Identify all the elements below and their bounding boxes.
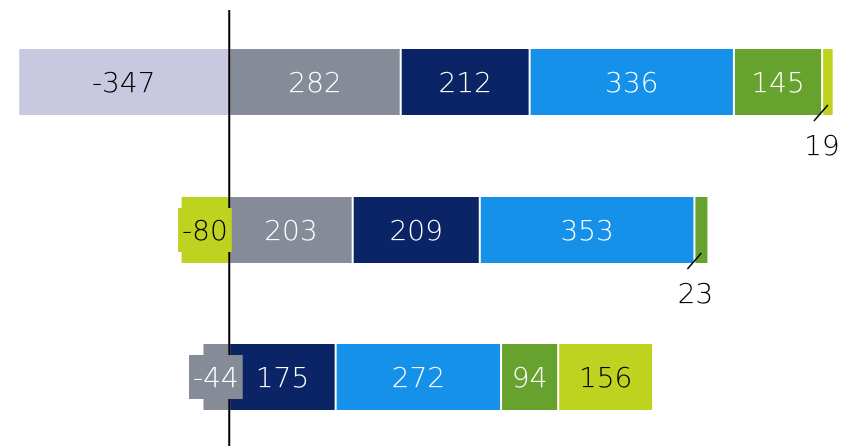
value-label: 282: [288, 66, 341, 99]
bar-segment: [734, 49, 822, 115]
leader-line: [686, 252, 702, 270]
bar-segment: [230, 344, 335, 410]
leader-line: [813, 104, 829, 122]
value-label: 19: [804, 129, 840, 162]
bar-segment: [502, 344, 558, 410]
bar-segment: [230, 197, 352, 263]
value-label: -347: [92, 66, 156, 99]
value-label: 353: [560, 214, 613, 247]
value-label: 156: [579, 361, 632, 394]
bar-segment: [695, 197, 708, 263]
label-background: [188, 355, 243, 399]
value-label: 94: [512, 361, 548, 394]
bar-segment: [480, 197, 694, 263]
value-label: 212: [438, 66, 491, 99]
bar-segment: [559, 344, 653, 410]
bar-segment: [230, 49, 400, 115]
bar-segment: [530, 49, 733, 115]
bar-segment: [336, 344, 501, 410]
bar-segment: [401, 49, 529, 115]
bar-segment: [353, 197, 479, 263]
bar-segment: [823, 49, 833, 115]
value-label: 203: [264, 214, 317, 247]
value-label: -44: [193, 361, 239, 394]
value-label: 145: [751, 66, 804, 99]
value-label: 272: [392, 361, 445, 394]
value-label: 336: [605, 66, 658, 99]
value-label: 209: [389, 214, 442, 247]
value-label: 175: [256, 361, 309, 394]
value-label: -80: [182, 214, 228, 247]
label-background: [178, 208, 232, 252]
bar-segment: [19, 49, 229, 115]
value-label: 23: [678, 277, 714, 310]
